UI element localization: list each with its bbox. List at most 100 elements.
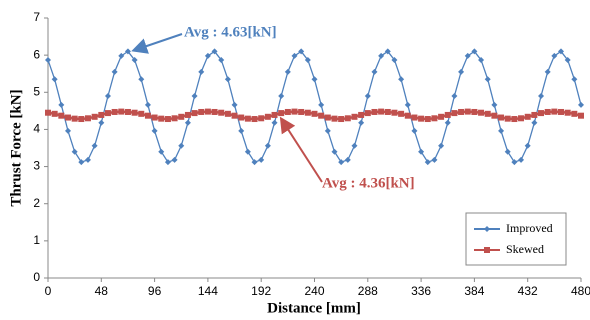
series-line: [47, 50, 582, 163]
point: [104, 110, 111, 117]
point: [258, 156, 265, 163]
point: [384, 108, 391, 115]
point: [531, 119, 538, 126]
point: [64, 114, 71, 121]
point: [211, 108, 218, 115]
point: [471, 48, 478, 55]
point: [404, 101, 411, 108]
y-tick-label: 7: [33, 10, 40, 24]
x-tick-label: 480: [571, 284, 590, 298]
point: [398, 76, 405, 83]
point: [391, 56, 398, 63]
y-tick-label: 5: [33, 84, 40, 98]
point: [451, 93, 458, 99]
point: [171, 115, 178, 122]
point: [424, 116, 431, 123]
point: [551, 108, 558, 115]
legend-marker: [484, 226, 490, 232]
point: [204, 108, 211, 115]
point: [251, 116, 258, 123]
point: [84, 115, 91, 122]
point: [291, 52, 298, 59]
point: [338, 159, 345, 166]
point: [451, 110, 458, 117]
point: [511, 159, 518, 166]
point: [184, 111, 191, 118]
point: [358, 111, 365, 118]
point: [478, 109, 485, 116]
point: [278, 93, 285, 99]
point: [78, 159, 85, 166]
point: [191, 110, 198, 117]
point: [371, 108, 378, 115]
point: [364, 110, 371, 117]
point: [144, 112, 151, 119]
point: [311, 76, 318, 83]
point: [231, 112, 238, 119]
point: [171, 156, 178, 163]
point: [84, 156, 91, 163]
point: [491, 101, 498, 108]
point: [484, 76, 491, 83]
point: [251, 159, 258, 166]
point: [418, 115, 425, 122]
point: [71, 115, 78, 122]
point: [471, 108, 478, 115]
point: [551, 52, 558, 59]
point: [244, 148, 251, 155]
point: [571, 110, 578, 117]
point: [578, 101, 584, 108]
legend-marker: [484, 247, 490, 253]
point: [318, 101, 325, 108]
point: [98, 111, 105, 118]
x-tick-label: 48: [95, 284, 109, 298]
point: [184, 119, 191, 126]
point: [544, 108, 551, 115]
point: [558, 48, 565, 55]
annotation: Avg : 4.36[kN]: [322, 175, 415, 191]
point: [564, 109, 571, 116]
y-tick-label: 1: [33, 233, 40, 247]
annotation-arrow: [279, 116, 323, 183]
point: [571, 76, 578, 83]
point: [411, 114, 418, 121]
point: [578, 112, 584, 119]
point: [431, 156, 438, 163]
point: [131, 109, 138, 116]
x-tick-label: 192: [251, 284, 271, 298]
point: [224, 110, 231, 117]
point: [264, 113, 271, 120]
x-tick-label: 288: [358, 284, 378, 298]
point: [78, 116, 85, 123]
point: [284, 68, 291, 75]
point: [378, 108, 385, 115]
point: [98, 119, 105, 126]
point: [45, 109, 51, 116]
point: [444, 119, 451, 126]
annotation-arrow: [131, 33, 183, 54]
point: [298, 108, 305, 115]
point: [458, 108, 465, 115]
point: [464, 108, 471, 115]
point: [151, 127, 158, 134]
point: [438, 142, 445, 149]
point: [491, 112, 498, 119]
point: [364, 93, 371, 99]
point: [124, 108, 131, 115]
point: [444, 111, 451, 118]
legend: [465, 212, 567, 266]
point: [91, 142, 98, 149]
point: [438, 113, 445, 120]
point: [118, 52, 125, 59]
point: [344, 115, 351, 122]
y-tick-label: 4: [33, 122, 40, 136]
point: [358, 119, 365, 126]
legend-label: Improved: [506, 221, 553, 235]
point: [424, 159, 431, 166]
point: [151, 114, 158, 121]
legend-label: Skewed: [506, 242, 544, 256]
point: [291, 108, 298, 115]
point: [404, 112, 411, 119]
x-axis-title: Distance [mm]: [267, 300, 361, 316]
point: [238, 114, 245, 121]
